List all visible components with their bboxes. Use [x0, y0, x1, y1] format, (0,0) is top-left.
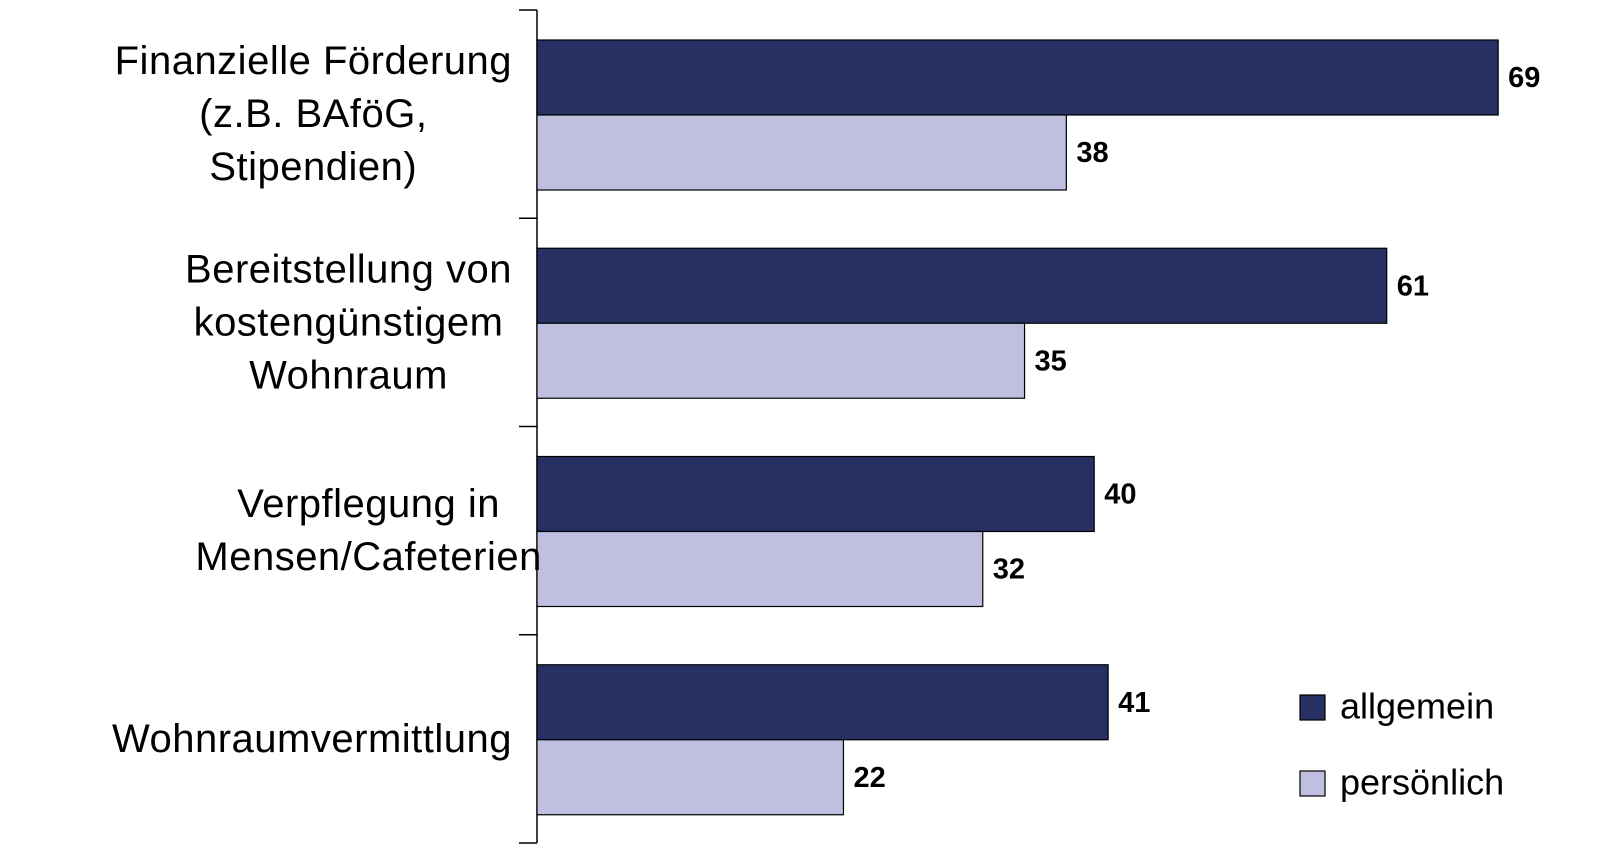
value-label: 69 [1508, 62, 1540, 94]
value-label: 32 [993, 554, 1025, 586]
category-label: Verpflegung in Mensen/Cafeterien [195, 482, 541, 579]
value-label: 40 [1104, 479, 1136, 511]
legend-label: persönlich [1340, 762, 1504, 803]
category-label: Bereitstellung von kostengünstigem Wohnrau… [185, 247, 512, 397]
bar [536, 39, 1499, 116]
bar [536, 247, 1388, 324]
category-label: Wohnraumvermittlung [112, 716, 512, 760]
value-label: 22 [853, 762, 885, 794]
bar [536, 322, 1026, 399]
legend-swatch [1299, 770, 1326, 797]
bar [536, 530, 984, 608]
value-label: 38 [1076, 137, 1108, 169]
legend-swatch [1299, 694, 1326, 721]
bar [536, 739, 845, 816]
bar [536, 455, 1095, 533]
bar [536, 114, 1067, 191]
value-label: 61 [1397, 270, 1429, 302]
bar [536, 664, 1109, 741]
value-label: 35 [1035, 345, 1067, 377]
category-label: Finanzielle Förderung (z.B. BAföG, Stipend… [115, 39, 512, 189]
legend-label: allgemein [1340, 686, 1494, 727]
value-label: 41 [1118, 687, 1150, 719]
